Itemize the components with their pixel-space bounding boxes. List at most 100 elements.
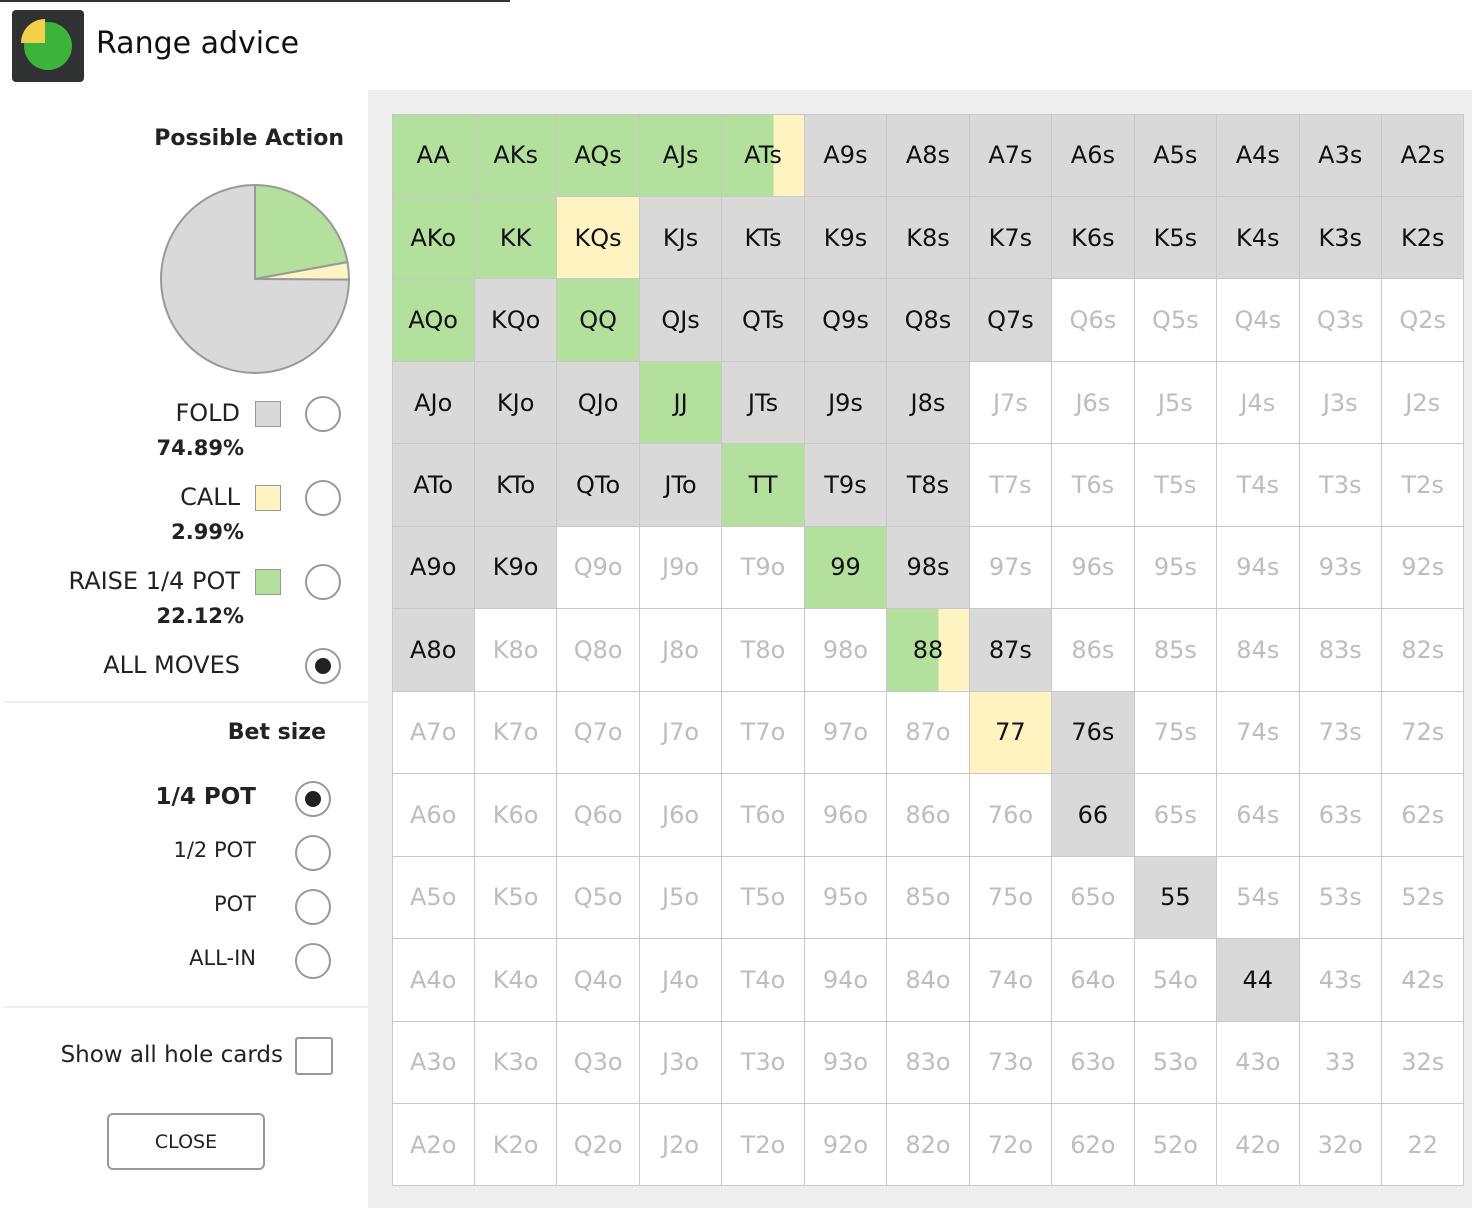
panel-title: Possible Action [154, 126, 344, 151]
hand-cell: T3s [1299, 444, 1381, 526]
hand-cell: T6o [722, 774, 804, 856]
hand-cell: ATs [722, 114, 804, 196]
show-all-label: Show all hole cards [60, 1042, 283, 1068]
bet-size-radio[interactable] [295, 781, 331, 817]
show-all-checkbox[interactable] [295, 1037, 333, 1075]
hand-cell: 54o [1134, 939, 1217, 1021]
hand-cell: 72s [1382, 691, 1464, 774]
hand-cell: J6o [639, 774, 722, 856]
hand-cell: 97o [804, 691, 887, 774]
bet-size-radio[interactable] [295, 889, 331, 925]
hand-cell: KK [474, 196, 557, 279]
hand-cell: T7s [969, 444, 1052, 526]
hand-cell: A9o [392, 526, 474, 609]
hand-cell: K3o [474, 1021, 557, 1103]
hand-cell: Q6s [1052, 279, 1134, 361]
hand-cell: AQs [557, 114, 639, 196]
hand-cell: 76s [1052, 691, 1134, 774]
hand-cell: T5o [722, 856, 804, 939]
hand-cell: JTs [722, 361, 804, 444]
hand-cell: AA [392, 114, 474, 196]
hand-cell: K2s [1382, 196, 1464, 279]
hand-cell: AJo [392, 361, 474, 444]
hand-cell: KJs [639, 196, 722, 279]
hand-cell: AKo [392, 196, 474, 279]
hand-cell: 66 [1052, 774, 1134, 856]
close-button[interactable]: CLOSE [107, 1113, 265, 1170]
hand-cell: 64s [1217, 774, 1299, 856]
hand-cell: Q3s [1299, 279, 1381, 361]
hand-cell: KTs [722, 196, 804, 279]
hand-cell: J3o [639, 1021, 722, 1103]
hand-cell: Q7s [969, 279, 1052, 361]
hand-cell: Q7o [557, 691, 639, 774]
app-icon [12, 10, 84, 82]
bet-size-label: 1/2 POT [173, 838, 257, 862]
hand-cell: 87o [887, 691, 969, 774]
window-title: Range advice [96, 26, 300, 61]
hand-cell: K7s [969, 196, 1052, 279]
hand-cell: K8o [474, 609, 557, 691]
hand-cell: K4o [474, 939, 557, 1021]
action-radio[interactable] [305, 564, 341, 600]
hand-cell: T4o [722, 939, 804, 1021]
hand-cell: 74s [1217, 691, 1299, 774]
hand-cell: J8s [887, 361, 969, 444]
hand-cell: TT [722, 444, 804, 526]
hand-cell: QTs [722, 279, 804, 361]
hand-cell: 62s [1382, 774, 1464, 856]
hand-cell: Q4s [1217, 279, 1299, 361]
hand-cell: 97s [969, 526, 1052, 609]
all-moves-radio[interactable] [305, 648, 341, 684]
hand-cell: J8o [639, 609, 722, 691]
hand-cell: 86o [887, 774, 969, 856]
bet-size-label: ALL-IN [189, 946, 256, 970]
hand-cell: Q5o [557, 856, 639, 939]
hand-cell: 65o [1052, 856, 1134, 939]
separator [4, 1006, 368, 1008]
hand-cell: Q4o [557, 939, 639, 1021]
hand-cell: 63o [1052, 1021, 1134, 1103]
hand-cell: 52o [1134, 1104, 1217, 1186]
hand-cell: KQs [557, 196, 639, 279]
hand-cell: T8s [887, 444, 969, 526]
hand-cell: KQo [474, 279, 557, 361]
action-percent: 2.99% [171, 520, 244, 544]
action-radio[interactable] [305, 396, 341, 432]
hand-cell: KJo [474, 361, 557, 444]
hand-cell: K3s [1299, 196, 1381, 279]
hand-cell: 75o [969, 856, 1052, 939]
hand-cell: J5o [639, 856, 722, 939]
hand-cell: 96o [804, 774, 887, 856]
bet-size-radio[interactable] [295, 943, 331, 979]
hand-cell: Q6o [557, 774, 639, 856]
hand-cell: 83o [887, 1021, 969, 1103]
hand-cell: 32o [1299, 1104, 1381, 1186]
hand-cell: 94s [1217, 526, 1299, 609]
action-radio[interactable] [305, 480, 341, 516]
hand-cell: K4s [1217, 196, 1299, 279]
hand-cell: A7o [392, 691, 474, 774]
hand-cell: T9o [722, 526, 804, 609]
hand-cell: 43o [1217, 1021, 1299, 1103]
bet-size-radio[interactable] [295, 835, 331, 871]
hand-cell: T6s [1052, 444, 1134, 526]
hand-cell: QQ [557, 279, 639, 361]
hand-cell: 22 [1382, 1104, 1464, 1186]
hand-cell: 62o [1052, 1104, 1134, 1186]
hand-cell: 82s [1382, 609, 1464, 691]
hand-cell: A9s [804, 114, 887, 196]
hand-cell: 43s [1299, 939, 1381, 1021]
hand-cell: K9s [804, 196, 887, 279]
hand-cell: 98o [804, 609, 887, 691]
action-name: RAISE 1/4 POT [68, 567, 240, 595]
hand-cell: 53s [1299, 856, 1381, 939]
hand-cell: 42s [1382, 939, 1464, 1021]
hand-cell: J5s [1134, 361, 1217, 444]
hand-cell: 75s [1134, 691, 1217, 774]
bet-size-label: 1/4 POT [155, 784, 256, 810]
hand-cell: 42o [1217, 1104, 1299, 1186]
hand-cell: Q3o [557, 1021, 639, 1103]
hand-cell: 85s [1134, 609, 1217, 691]
